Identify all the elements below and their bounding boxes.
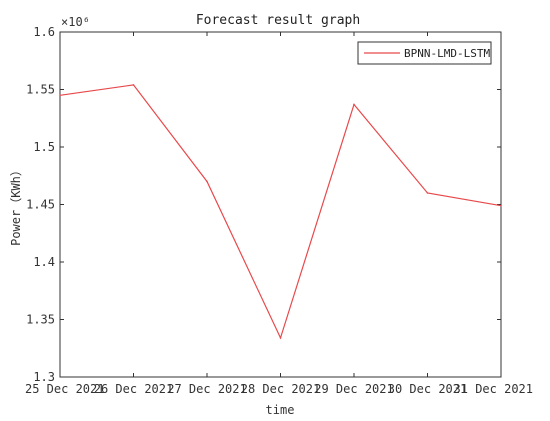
plot-area: [59, 31, 502, 378]
x-tick-label: 25 Dec 2021: [25, 382, 104, 396]
chart-title: Forecast result graph: [196, 13, 360, 28]
x-tick-label: 30 Dec 2021: [388, 382, 467, 396]
series-layer: [59, 84, 502, 340]
y-tick-label: 1.55: [26, 83, 55, 97]
data-point: [426, 192, 429, 194]
data-point: [353, 103, 355, 106]
y-exponent-label: ×10⁶: [61, 15, 90, 29]
y-axis-label: Power（KWh）: [9, 164, 23, 246]
x-tick-label: 27 Dec 2021: [167, 382, 246, 396]
x-tick-label: 29 Dec 2021: [314, 382, 393, 396]
x-axis-label: time: [266, 403, 295, 417]
data-point: [206, 180, 208, 183]
x-tick-label: 31 Dec 2021: [454, 382, 533, 396]
y-tick-label: 1.5: [33, 140, 55, 154]
y-tick-label: 1.4: [33, 255, 55, 269]
y-tick-label: 1.45: [26, 198, 55, 212]
y-tick-label: 1.6: [33, 25, 55, 39]
legend-box: [357, 41, 492, 65]
data-point: [279, 337, 282, 339]
data-point: [59, 94, 61, 97]
y-tick-label: 1.3: [33, 370, 55, 384]
y-axis-ticks: 1.3 1.35 1.4 1.45 1.5 1.55 1.6: [26, 25, 501, 384]
data-point: [132, 84, 135, 86]
x-tick-label: 28 Dec 2021: [241, 382, 320, 396]
x-tick-label: 26 Dec 2021: [94, 382, 173, 396]
data-point: [500, 204, 502, 207]
legend-label: BPNN-LMD-LSTM: [404, 47, 490, 60]
legend: BPNN-LMD-LSTM: [357, 41, 492, 65]
y-tick-label: 1.35: [26, 313, 55, 327]
